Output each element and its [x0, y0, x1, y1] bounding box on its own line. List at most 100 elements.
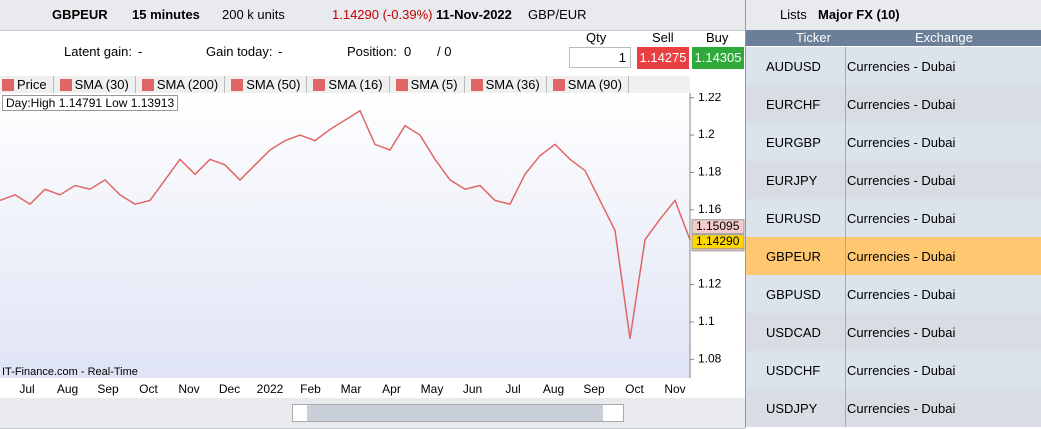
watchlist-row[interactable]: USDCAD Currencies - Dubai — [746, 313, 1041, 352]
x-tick-label: Aug — [543, 382, 564, 396]
legend-item[interactable]: SMA (5) — [394, 76, 465, 93]
buy-label: Buy — [706, 30, 729, 45]
ticker: GBPUSD — [766, 287, 821, 302]
column-divider — [845, 47, 846, 85]
legend-swatch — [231, 78, 244, 91]
y-tick-label: 1.2 — [698, 127, 715, 141]
exchange: Currencies - Dubai — [847, 211, 956, 226]
column-header[interactable]: Ticker — [796, 30, 831, 45]
sell-label: Sell — [652, 30, 674, 45]
quote: 1.14290 (-0.39%) — [332, 7, 433, 22]
legend-item[interactable]: SMA (30) — [58, 76, 136, 93]
watchlist-header — [746, 30, 1041, 46]
x-tick-label: Sep — [583, 382, 605, 396]
legend-label: SMA (30) — [74, 77, 129, 92]
sell-button[interactable]: 1.14275 — [637, 47, 689, 69]
column-divider — [845, 199, 846, 237]
legend-item[interactable]: SMA (16) — [311, 76, 390, 93]
x-tick-label: Aug — [57, 382, 78, 396]
timeframe[interactable]: 15 minutes — [132, 7, 200, 22]
watchlist-row[interactable]: USDCHF Currencies - Dubai — [746, 351, 1041, 390]
latent-gain-label: Latent gain: — [64, 44, 132, 59]
x-tick-label: Feb — [300, 382, 321, 396]
chart: 1.08 1.1 1.12 1.16 1.18 1.2 1.22 Jul Aug Sep Oct No… — [0, 93, 745, 398]
watchlist-row[interactable]: EURUSD Currencies - Dubai — [746, 199, 1041, 238]
watchlist-row[interactable]: EURJPY Currencies - Dubai — [746, 161, 1041, 200]
date: 11-Nov-2022 — [436, 7, 512, 22]
position: 0 — [404, 44, 412, 59]
legend-swatch — [470, 78, 483, 91]
ticker: EURUSD — [766, 211, 821, 226]
price-line — [0, 109, 691, 339]
buy-button[interactable]: 1.14305 — [692, 47, 744, 69]
watchlist-row[interactable]: AUDUSD Currencies - Dubai — [746, 47, 1041, 86]
watchlist-row[interactable]: GBPUSD Currencies - Dubai — [746, 275, 1041, 314]
exchange: Currencies - Dubai — [847, 325, 956, 340]
y-tick-label: 1.18 — [698, 165, 722, 179]
ticker: GBPEUR — [766, 249, 821, 264]
column-divider — [845, 389, 846, 427]
gain-today: - — [278, 44, 283, 59]
legend-swatch — [59, 78, 72, 91]
x-tick-label: Nov — [664, 382, 685, 396]
legend-swatch — [552, 78, 565, 91]
ticker: AUDUSD — [766, 59, 821, 74]
exchange: Currencies - Dubai — [847, 59, 956, 74]
ticker: EURCHF — [766, 97, 821, 112]
legend-item[interactable]: SMA (200) — [140, 76, 226, 93]
position-total: / 0 — [437, 44, 452, 59]
watchlist-row[interactable]: EURGBP Currencies - Dubai — [746, 123, 1041, 162]
y-tick-label: 1.22 — [698, 93, 722, 104]
legend-item[interactable]: Price — [0, 76, 54, 93]
x-tick-label: Jul — [19, 382, 34, 396]
column-divider — [845, 123, 846, 161]
lists-tab[interactable]: Lists — [780, 7, 807, 22]
column-divider — [845, 237, 846, 275]
column-divider — [845, 313, 846, 351]
column-divider — [845, 275, 846, 313]
x-axis-area — [0, 378, 745, 398]
scrollbar[interactable] — [292, 404, 624, 422]
symbol[interactable]: GBPEUR — [52, 7, 108, 22]
x-tick-label: Oct — [139, 382, 158, 396]
y-tick-label: 1.1 — [698, 314, 715, 328]
exchange: Currencies - Dubai — [847, 173, 956, 188]
y-tick-label: 1.12 — [698, 277, 722, 291]
watchlist-toolbar — [746, 0, 1041, 31]
watchlist-row[interactable]: GBPEUR Currencies - Dubai — [746, 237, 1041, 276]
price-tag-label: 1.15095 — [696, 219, 740, 233]
legend-item[interactable]: SMA (36) — [469, 76, 547, 93]
legend-swatch — [141, 78, 154, 91]
ticker: USDCAD — [766, 325, 821, 340]
legend-label: SMA (36) — [485, 77, 540, 92]
column-header[interactable]: Exchange — [915, 30, 973, 45]
legend-item[interactable]: SMA (50) — [229, 76, 308, 93]
exchange: Currencies - Dubai — [847, 363, 956, 378]
watchlist-row[interactable]: USDJPY Currencies - Dubai — [746, 389, 1041, 428]
legend-label: SMA (50) — [246, 77, 301, 92]
divider — [745, 0, 746, 428]
ticker: EURJPY — [766, 173, 818, 188]
price-tag — [691, 219, 745, 235]
exchange: Currencies - Dubai — [847, 249, 956, 264]
ticker: EURGBP — [766, 135, 821, 150]
latent-gain: - — [138, 44, 143, 59]
watchlist-row[interactable]: EURCHF Currencies - Dubai — [746, 85, 1041, 124]
y-tick-label: 1.16 — [698, 202, 722, 216]
qty-input[interactable]: 1 — [569, 47, 631, 68]
qty-label: Qty — [586, 30, 607, 45]
units[interactable]: 200 k units — [222, 7, 285, 22]
exchange: Currencies - Dubai — [847, 287, 956, 302]
legend: Price SMA (30) SMA (200) SMA (50) SMA (16) SM… — [0, 76, 690, 93]
x-tick-label: Nov — [178, 382, 199, 396]
y-tick-label: 1.08 — [698, 351, 722, 365]
x-tick-label: Sep — [97, 382, 119, 396]
day-info: Day:High 1.14791 Low 1.13913 — [2, 95, 179, 111]
gain-today-label: Gain today: — [206, 44, 273, 59]
x-tick-label: Dec — [219, 382, 240, 396]
legend-item[interactable]: SMA (90) — [551, 76, 629, 93]
x-tick-label: 2022 — [257, 382, 284, 396]
list-select[interactable]: Major FX (10) — [818, 7, 900, 22]
column-divider — [845, 85, 846, 123]
legend-swatch — [2, 78, 14, 91]
